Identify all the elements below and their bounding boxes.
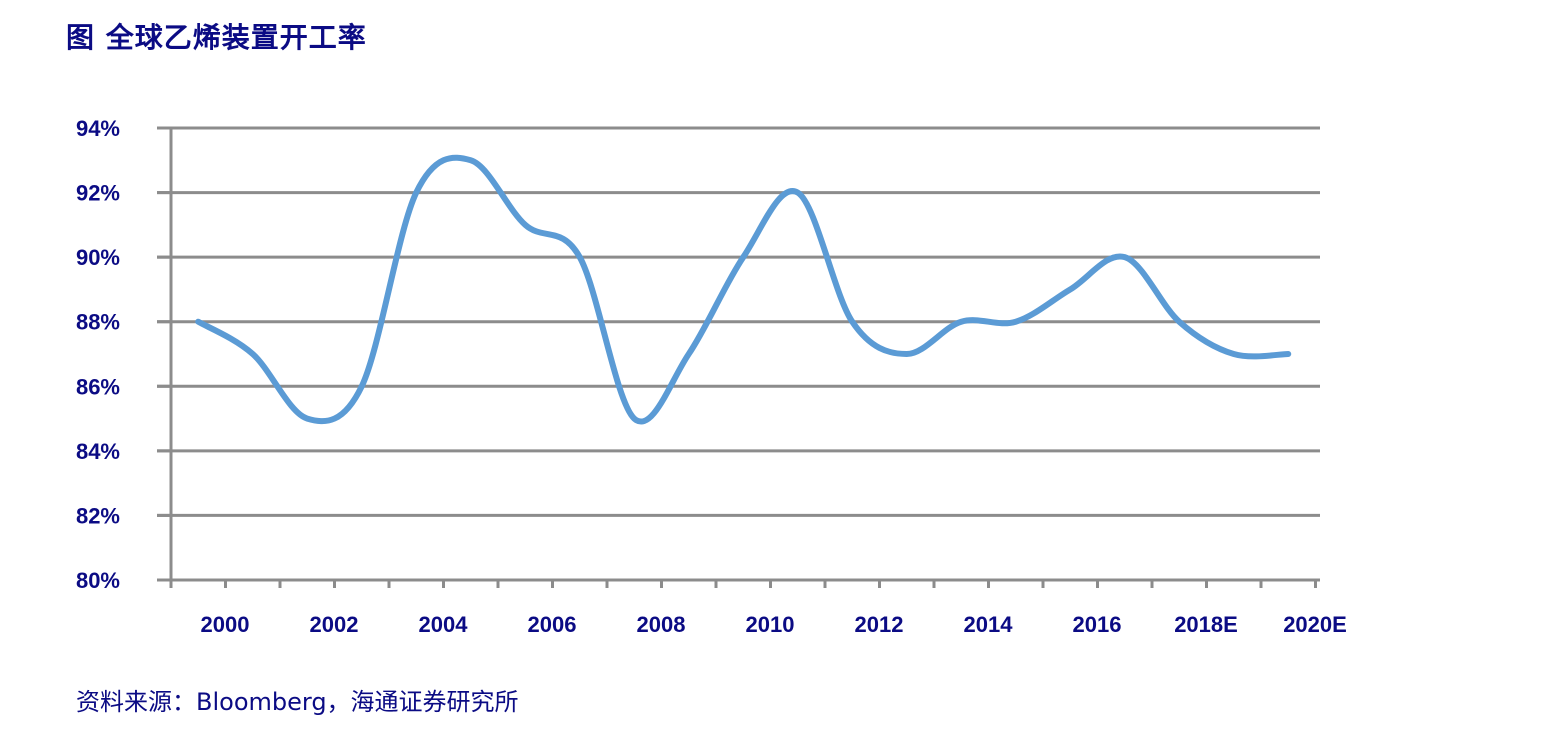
x-tick-label: 2008 [637,612,686,637]
chart-title: 图 全球乙烯装置开工率 [66,21,367,54]
x-tick-label: 2000 [201,612,250,637]
y-tick-label: 88% [76,310,120,335]
series-layer [195,154,1292,425]
y-tick-label: 92% [76,181,120,206]
x-tick-label: 2020E [1283,612,1347,637]
axes [157,126,1320,588]
source-note: 资料来源：Bloomberg，海通证券研究所 [76,688,519,716]
x-tick-label: 2002 [310,612,359,637]
x-tick-label: 2010 [746,612,795,637]
y-tick-label: 90% [76,245,120,270]
y-tick-label: 82% [76,503,120,528]
x-tick-label: 2014 [964,612,1014,637]
y-tick-label: 84% [76,439,120,464]
x-tick-label: 2012 [855,612,904,637]
x-tick-label: 2016 [1073,612,1122,637]
series-line [195,154,1292,425]
y-tick-label: 80% [76,568,120,593]
x-tick-label: 2004 [419,612,469,637]
x-tick-label: 2018E [1174,612,1238,637]
y-tick-label: 94% [76,116,120,141]
x-tick-label: 2006 [528,612,577,637]
y-tick-label: 86% [76,374,120,399]
gridlines [157,126,1320,517]
y-tick-labels: 80% 82% 84% 86% 88% 90% 92% 94% [76,116,120,593]
x-tick-labels: 2000 2002 2004 2006 2008 2010 2012 2014 2016 2018… [201,612,1347,637]
